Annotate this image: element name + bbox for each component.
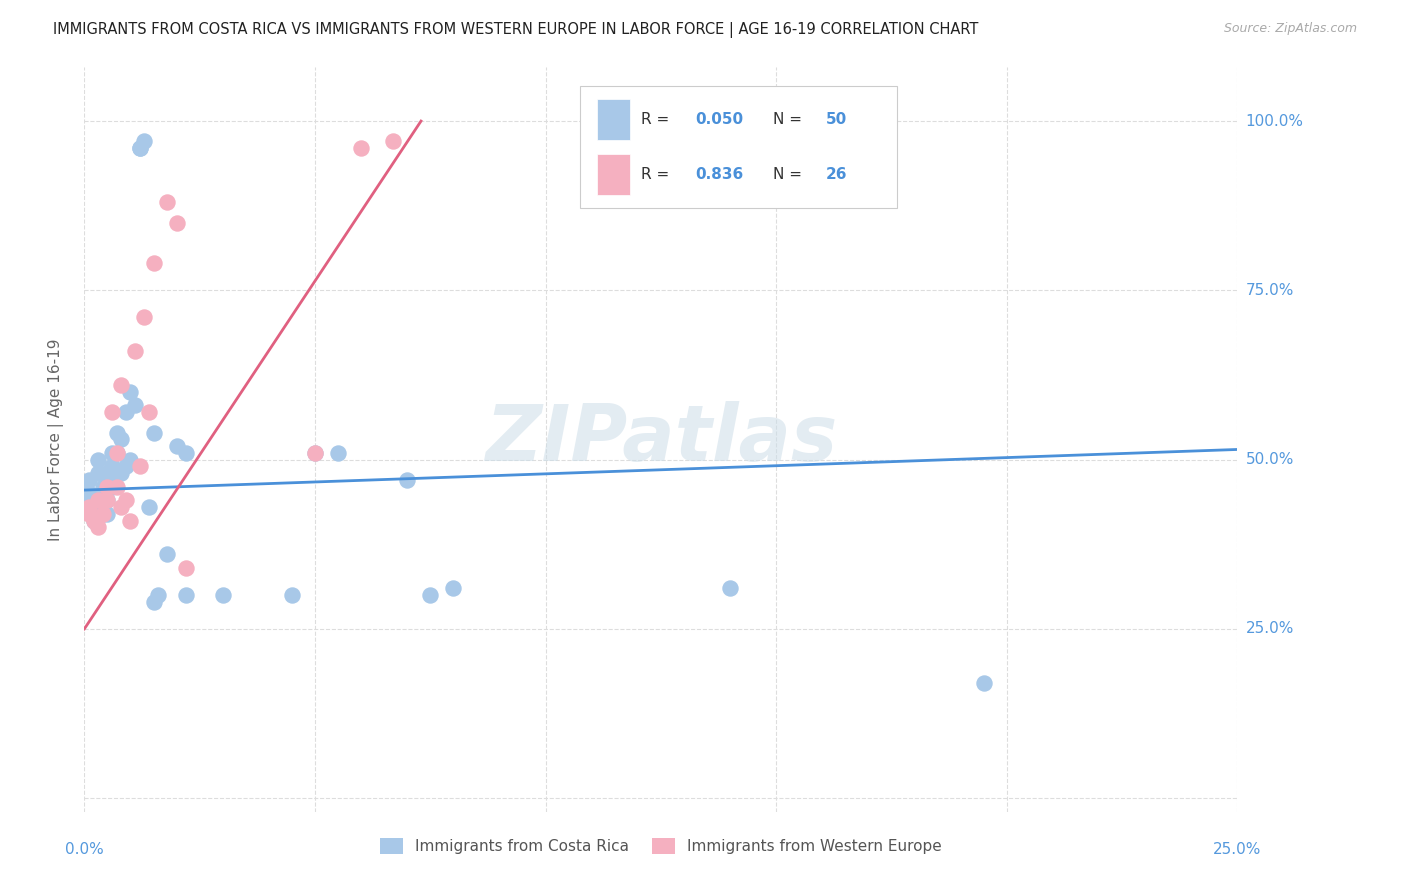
Point bbox=[326, 446, 349, 460]
Point bbox=[156, 548, 179, 562]
Legend: Immigrants from Costa Rica, Immigrants from Western Europe: Immigrants from Costa Rica, Immigrants f… bbox=[374, 831, 948, 860]
Point bbox=[304, 446, 326, 460]
Point bbox=[419, 588, 441, 602]
Text: R =: R = bbox=[641, 168, 669, 182]
Text: 25.0%: 25.0% bbox=[1246, 622, 1294, 636]
Point bbox=[101, 405, 124, 419]
Text: 0.050: 0.050 bbox=[696, 112, 744, 127]
Point bbox=[174, 446, 197, 460]
Point bbox=[174, 561, 197, 575]
Text: IMMIGRANTS FROM COSTA RICA VS IMMIGRANTS FROM WESTERN EUROPE IN LABOR FORCE | AG: IMMIGRANTS FROM COSTA RICA VS IMMIGRANTS… bbox=[53, 22, 979, 38]
Text: 26: 26 bbox=[825, 168, 848, 182]
Text: 50: 50 bbox=[825, 112, 846, 127]
Text: 25.0%: 25.0% bbox=[1213, 842, 1261, 857]
FancyBboxPatch shape bbox=[581, 86, 897, 209]
Point bbox=[83, 507, 105, 521]
Point bbox=[105, 480, 128, 494]
Point bbox=[105, 425, 128, 440]
Text: Source: ZipAtlas.com: Source: ZipAtlas.com bbox=[1223, 22, 1357, 36]
Point bbox=[138, 405, 160, 419]
Point bbox=[105, 466, 128, 480]
Point bbox=[87, 520, 110, 534]
Point bbox=[142, 425, 165, 440]
Point bbox=[128, 141, 150, 155]
Point bbox=[120, 514, 142, 528]
Point bbox=[83, 514, 105, 528]
Point bbox=[134, 135, 156, 149]
Point bbox=[87, 466, 110, 480]
Point bbox=[77, 473, 100, 487]
Point bbox=[101, 459, 124, 474]
Y-axis label: In Labor Force | Age 16-19: In Labor Force | Age 16-19 bbox=[48, 338, 63, 541]
Point bbox=[115, 459, 138, 474]
Point bbox=[110, 378, 132, 392]
Point bbox=[105, 446, 128, 460]
Text: N =: N = bbox=[773, 112, 801, 127]
Point bbox=[134, 310, 156, 325]
Point bbox=[146, 588, 169, 602]
Point bbox=[110, 466, 132, 480]
Text: 0.0%: 0.0% bbox=[65, 842, 104, 857]
Point bbox=[91, 493, 114, 508]
Point bbox=[124, 344, 146, 359]
Point bbox=[350, 141, 373, 155]
Point bbox=[138, 500, 160, 514]
Point bbox=[101, 446, 124, 460]
Point bbox=[87, 493, 110, 508]
Point bbox=[115, 405, 138, 419]
Point bbox=[166, 216, 188, 230]
Point bbox=[96, 507, 118, 521]
Point bbox=[91, 507, 114, 521]
Point bbox=[142, 256, 165, 270]
Bar bbox=[598, 98, 630, 139]
Point bbox=[115, 493, 138, 508]
Point bbox=[87, 452, 110, 467]
Point bbox=[124, 399, 146, 413]
Point bbox=[441, 582, 464, 596]
Point bbox=[128, 459, 150, 474]
Point bbox=[128, 141, 150, 155]
Text: N =: N = bbox=[773, 168, 801, 182]
Point bbox=[96, 493, 118, 508]
Point bbox=[142, 595, 165, 609]
Point bbox=[91, 480, 114, 494]
Point bbox=[110, 433, 132, 447]
Point bbox=[96, 480, 118, 494]
Text: 0.836: 0.836 bbox=[696, 168, 744, 182]
Point bbox=[77, 500, 100, 514]
Point bbox=[382, 135, 405, 149]
Text: R =: R = bbox=[641, 112, 669, 127]
Point bbox=[718, 582, 741, 596]
Point bbox=[166, 439, 188, 453]
Point bbox=[77, 486, 100, 500]
Text: 50.0%: 50.0% bbox=[1246, 452, 1294, 467]
Text: ZIPatlas: ZIPatlas bbox=[485, 401, 837, 477]
Point bbox=[96, 466, 118, 480]
Text: 100.0%: 100.0% bbox=[1246, 113, 1303, 128]
Point bbox=[120, 384, 142, 399]
Bar bbox=[598, 154, 630, 195]
Point bbox=[87, 493, 110, 508]
Point bbox=[105, 446, 128, 460]
Point bbox=[101, 480, 124, 494]
Point bbox=[83, 514, 105, 528]
Point bbox=[174, 588, 197, 602]
Point bbox=[120, 452, 142, 467]
Point bbox=[77, 507, 100, 521]
Point bbox=[83, 500, 105, 514]
Point bbox=[96, 493, 118, 508]
Point bbox=[211, 588, 233, 602]
Point bbox=[156, 195, 179, 210]
Point bbox=[396, 473, 419, 487]
Text: 75.0%: 75.0% bbox=[1246, 283, 1294, 298]
Point bbox=[91, 507, 114, 521]
Point bbox=[304, 446, 326, 460]
Point bbox=[110, 500, 132, 514]
Point bbox=[87, 500, 110, 514]
Point bbox=[77, 493, 100, 508]
Point bbox=[96, 480, 118, 494]
Point bbox=[973, 676, 995, 690]
Point bbox=[281, 588, 304, 602]
